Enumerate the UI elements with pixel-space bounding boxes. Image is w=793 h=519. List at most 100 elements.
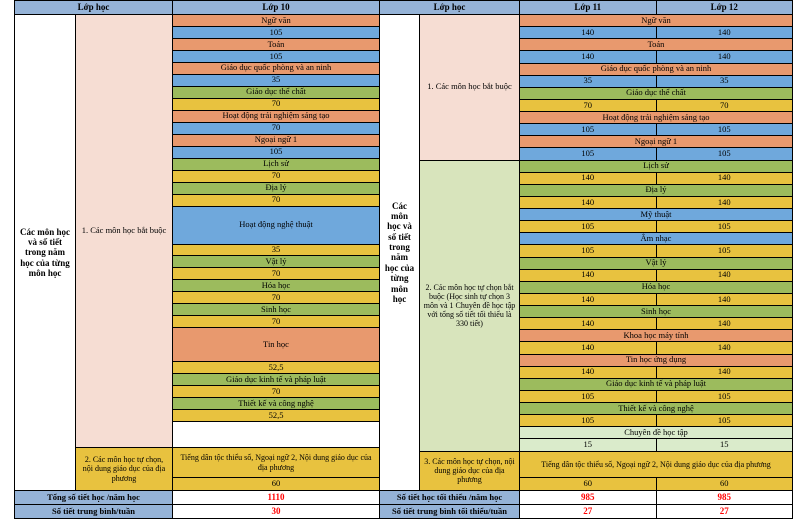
subject-hours: 140	[520, 27, 657, 40]
total-label: Tổng số tiết học /năm học	[15, 491, 173, 505]
subject-name: Thiết kế và công nghệ	[173, 398, 380, 411]
subject-hours: 70	[173, 98, 380, 111]
subject-hours: 15	[656, 439, 793, 452]
subject-name: Khoa học máy tính	[520, 330, 793, 343]
subject-name: Giáo dục thể chất	[173, 86, 380, 99]
subject-hours: 105	[656, 245, 793, 258]
total-value: 985	[520, 490, 657, 505]
subject-hours: 140	[656, 318, 793, 331]
subject-hours: 140	[656, 27, 793, 40]
subject-name: Hoạt động trải nghiệm sáng tạo	[520, 112, 793, 125]
subject-hours: 140	[656, 172, 793, 185]
sidebar-label: Các môn học và số tiết trong năm học của…	[15, 15, 76, 491]
subject-name: Tiếng dân tộc thiểu số, Ngoại ngữ 2, Nội…	[173, 448, 380, 479]
subject-name: Địa lý	[173, 182, 380, 195]
subject-hours: 70	[173, 316, 380, 329]
subject-hours: 140	[520, 51, 657, 64]
header-grade-label: Lớp 11	[520, 1, 657, 15]
subject-hours: 105	[520, 148, 657, 161]
subject-name: Âm nhạc	[520, 233, 793, 246]
header-grade-label: Lớp 12	[656, 1, 793, 15]
subject-hours: 140	[656, 269, 793, 282]
subject-hours: 105	[656, 415, 793, 428]
subject-name: Vật lý	[173, 256, 380, 269]
header-class-label: Lớp học	[15, 1, 173, 15]
subject-name: Tin học ứng dụng	[520, 354, 793, 367]
subject-hours: 105	[520, 221, 657, 234]
subject-hours: 140	[656, 51, 793, 64]
subject-hours: 35	[656, 75, 793, 88]
subject-hours: 70	[173, 122, 380, 135]
section-label: 2. Các môn học tự chọn bắt buộc (Học sin…	[420, 160, 520, 452]
subject-name: Vật lý	[520, 257, 793, 270]
subject-name: Lịch sử	[520, 160, 793, 173]
subject-hours: 105	[173, 26, 380, 39]
subject-name: Mỹ thuật	[520, 209, 793, 222]
subject-name: Ngữ văn	[520, 15, 793, 28]
subject-hours: 70	[520, 99, 657, 113]
subject-hours: 70	[173, 170, 380, 183]
subject-name: Ngoại ngữ 1	[520, 136, 793, 149]
subject-hours: 52,5	[173, 410, 380, 423]
subject-name: Sinh học	[173, 304, 380, 317]
subject-hours: 105	[656, 221, 793, 234]
subject-hours: 140	[520, 318, 657, 331]
subject-hours: 105	[173, 146, 380, 159]
total-value: 27	[656, 504, 793, 519]
subject-hours: 140	[520, 269, 657, 282]
left_table: Lớp học Lớp 10 Các môn học và số tiết tron…	[14, 0, 380, 519]
subject-hours: 15	[520, 439, 657, 452]
section-label: 1. Các môn học bắt buộc	[420, 15, 520, 161]
total-value: 27	[520, 504, 657, 519]
subject-hours: 60	[656, 477, 793, 491]
subject-hours: 105	[520, 390, 657, 404]
subject-name: Giáo dục thể chất	[520, 87, 793, 100]
subject-name: Sinh học	[520, 306, 793, 319]
right_table: Lớp học Lớp 11 Lớp 12 Các môn học và số tiế…	[380, 0, 793, 519]
header-grade-label: Lớp 10	[173, 1, 380, 15]
section-label: 1. Các môn học bắt buộc	[76, 15, 173, 449]
subject-hours: 140	[520, 293, 657, 307]
section-label: 3. Các môn học tự chọn, nội dung giáo dụ…	[420, 451, 520, 491]
subject-name: Địa lý	[520, 184, 793, 197]
subject-hours: 140	[656, 366, 793, 379]
subject-name: Hoạt động trải nghiệm sáng tạo	[173, 110, 380, 123]
subject-hours: 70	[173, 194, 380, 207]
subject-hours: 105	[656, 124, 793, 137]
subject-hours: 70	[656, 99, 793, 113]
subject-hours: 60	[173, 478, 380, 491]
total-value: 1110	[173, 491, 380, 505]
subject-name: Hóa học	[173, 280, 380, 293]
subject-hours: 140	[520, 342, 657, 355]
total-value: 30	[173, 505, 380, 519]
subject-name: Giáo dục quốc phòng và an ninh	[173, 62, 380, 75]
blank-cell	[173, 422, 380, 449]
total-value: 985	[656, 490, 793, 505]
subject-hours: 105	[656, 390, 793, 404]
subject-name: Ngoại ngữ 1	[173, 134, 380, 147]
subject-name: Chuyên đề học tập	[520, 427, 793, 440]
subject-hours: 105	[520, 415, 657, 428]
subject-hours: 70	[173, 386, 380, 399]
subject-hours: 105	[520, 124, 657, 137]
subject-name: Giáo dục kinh tế và pháp luật	[520, 378, 793, 391]
subject-hours: 60	[520, 477, 657, 491]
subject-hours: 140	[520, 366, 657, 379]
subject-hours: 35	[173, 74, 380, 87]
header-class-label: Lớp học	[380, 1, 520, 15]
subject-name: Lịch sử	[173, 158, 380, 171]
subject-hours: 140	[520, 196, 657, 210]
section-label: 2. Các môn học tự chọn, nội dung giáo dụ…	[76, 448, 173, 491]
total-label: Số tiết trung bình tối thiểu/tuần	[380, 504, 520, 519]
subject-hours: 52,5	[173, 362, 380, 375]
subject-hours: 35	[173, 244, 380, 257]
subject-name: Giáo dục kinh tế và pháp luật	[173, 374, 380, 387]
subject-hours: 35	[520, 75, 657, 88]
total-label: Số tiết học tối thiểu /năm học	[380, 490, 520, 505]
subject-name: Ngữ văn	[173, 15, 380, 27]
subject-name: Thiết kế và công nghệ	[520, 403, 793, 416]
subject-hours: 105	[656, 148, 793, 161]
subject-hours: 105	[173, 50, 380, 63]
subject-name: Toán	[173, 38, 380, 51]
